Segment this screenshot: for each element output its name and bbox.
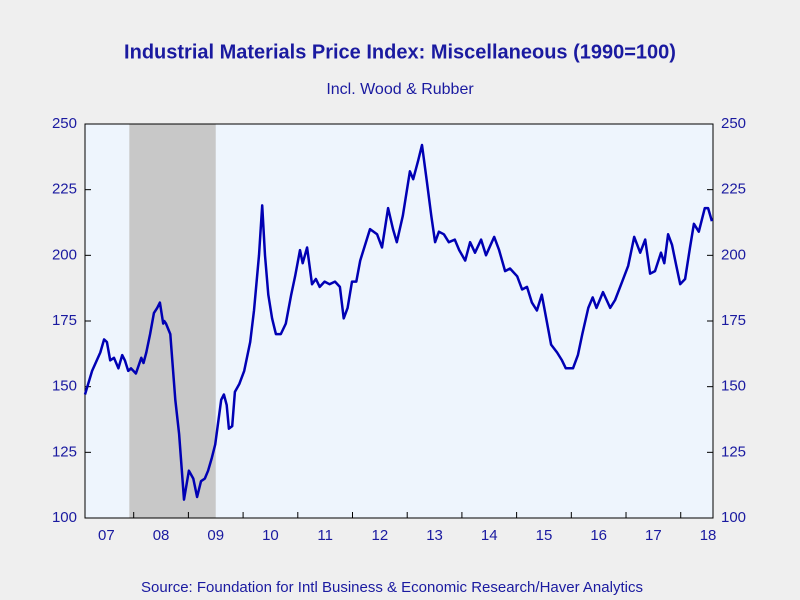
x-tick-label: 10 (262, 527, 279, 544)
y-tick-label: 250 (52, 115, 77, 132)
y-tick-label: 100 (52, 509, 77, 526)
x-tick-label: 15 (536, 527, 553, 544)
y2-tick-label: 225 (721, 181, 746, 198)
x-tick-label: 12 (372, 527, 389, 544)
y-tick-label: 225 (52, 181, 77, 198)
y-tick-label: 175 (52, 312, 77, 329)
x-tick-label: 16 (590, 527, 607, 544)
y2-tick-label: 125 (721, 443, 746, 460)
y-tick-label: 125 (52, 443, 77, 460)
y2-tick-label: 150 (721, 378, 746, 395)
x-tick-label: 07 (98, 527, 115, 544)
y2-tick-label: 200 (721, 246, 746, 263)
chart-subtitle: Incl. Wood & Rubber (326, 81, 474, 98)
x-tick-label: 17 (645, 527, 662, 544)
x-tick-label: 09 (207, 527, 224, 544)
chart-title: Industrial Materials Price Index: Miscel… (124, 41, 676, 63)
y-tick-label: 150 (52, 378, 77, 395)
y2-tick-label: 175 (721, 312, 746, 329)
x-tick-label: 13 (426, 527, 443, 544)
series-line (83, 143, 714, 501)
recession-shade (129, 124, 216, 518)
plot-frame (84, 123, 714, 519)
x-tick-label: 14 (481, 527, 498, 544)
x-tick-label: 11 (317, 527, 333, 544)
y2-tick-label: 100 (721, 509, 746, 526)
source-note: Source: Foundation for Intl Business & E… (141, 579, 643, 596)
y2-tick-label: 250 (721, 115, 746, 132)
x-tick-label: 08 (153, 527, 170, 544)
x-tick-label: 18 (700, 527, 717, 544)
y-tick-label: 200 (52, 246, 77, 263)
